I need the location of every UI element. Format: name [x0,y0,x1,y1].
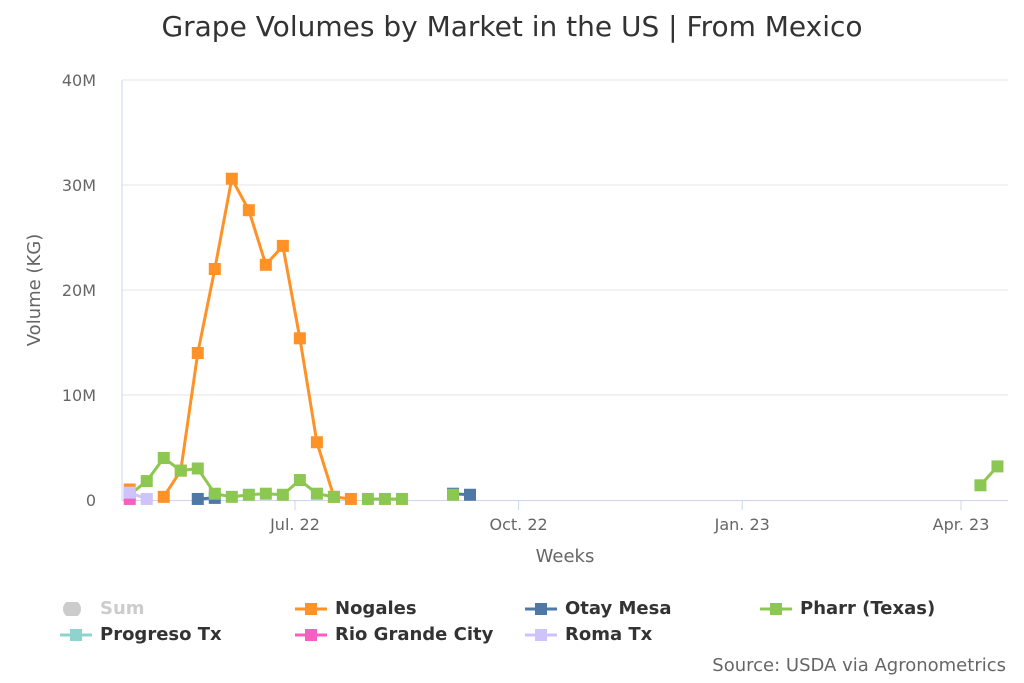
data-point-pharr-texas [191,462,204,475]
x-axis-title: Weeks [536,546,595,567]
y-axis-title: Volume (KG) [24,234,45,346]
data-point-pharr-texas [327,490,340,503]
legend-item-pharr-texas[interactable]: Pharr (Texas) [760,598,935,619]
data-point-nogales [259,258,272,271]
data-point-pharr-texas [395,492,408,505]
legend-item-sum[interactable]: Sum [60,598,145,619]
data-point-pharr-texas [140,475,153,488]
data-point-nogales [225,172,238,185]
y-tick-label: 0 [86,491,96,510]
legend-label: Progreso Tx [100,624,222,645]
legend-item-rio-grande-city[interactable]: Rio Grande City [295,624,493,645]
data-point-pharr-texas [446,488,459,501]
square-marker-icon [60,628,92,641]
data-point-pharr-texas [378,492,391,505]
square-marker-icon [295,602,327,615]
data-point-pharr-texas [225,490,238,503]
legend-label: Rio Grande City [335,624,494,645]
data-point-nogales [242,204,255,217]
square-marker-icon [525,628,557,641]
data-point-pharr-texas [310,487,323,500]
data-point-roma-tx [140,492,153,505]
data-point-nogales [344,492,357,505]
x-tick-label: Jul. 22 [269,515,320,534]
x-tick-label: Oct. 22 [490,515,548,534]
legend-label: Otay Mesa [565,598,672,619]
data-point-nogales [157,490,170,503]
data-point-pharr-texas [974,479,987,492]
data-point-roma-tx [123,486,136,499]
chart-title: Grape Volumes by Market in the US | From… [161,10,863,43]
y-tick-label: 10M [62,386,96,405]
y-tick-label: 30M [62,176,96,195]
series-line-nogales [162,177,352,501]
data-point-pharr-texas [208,487,221,500]
data-point-pharr-texas [361,492,374,505]
data-point-otay-mesa [464,488,477,501]
y-tick-label: 40M [62,71,96,90]
data-point-pharr-texas [259,487,272,500]
data-point-nogales [293,332,306,345]
legend-item-roma-tx[interactable]: Roma Tx [525,624,652,645]
square-marker-icon [295,628,327,641]
circle-marker-icon [63,601,81,616]
source-credit: Source: USDA via Agronometrics [712,655,1006,676]
data-point-pharr-texas [157,452,170,464]
legend-item-nogales[interactable]: Nogales [295,598,417,619]
legend-label: Sum [100,598,145,619]
data-point-nogales [310,436,323,449]
data-point-nogales [276,239,289,252]
square-marker-icon [760,602,792,615]
data-point-pharr-texas [293,474,306,487]
x-tick-label: Apr. 23 [933,515,990,534]
legend-item-otay-mesa[interactable]: Otay Mesa [525,598,671,619]
legend-label: Nogales [335,598,417,619]
data-point-otay-mesa [191,492,204,505]
legend-label: Pharr (Texas) [800,598,936,619]
x-tick-label: Jan. 23 [714,515,770,534]
data-point-nogales [191,347,204,359]
legend-item-progreso-tx[interactable]: Progreso Tx [60,624,222,645]
data-point-pharr-texas [242,488,255,501]
data-point-pharr-texas [174,464,187,477]
data-point-pharr-texas [276,488,289,501]
legend-label: Roma Tx [565,624,653,645]
y-tick-label: 20M [62,281,96,300]
data-point-nogales [208,263,221,275]
square-marker-icon [525,602,557,615]
data-point-pharr-texas [991,460,1004,473]
